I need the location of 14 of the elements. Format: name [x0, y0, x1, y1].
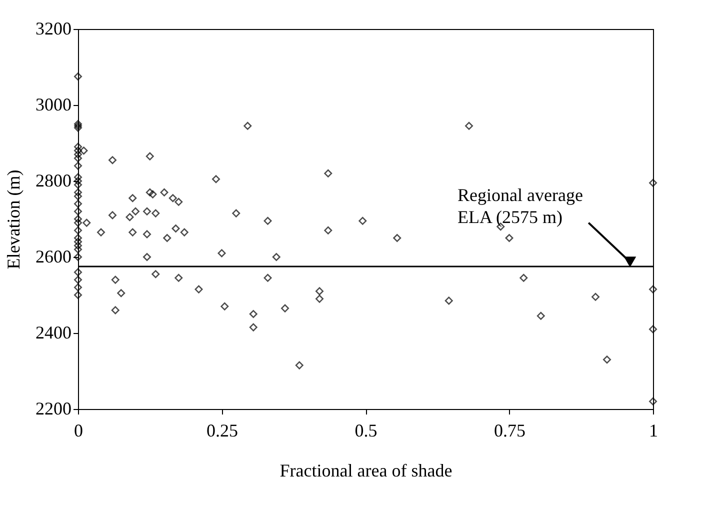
x-tick-label: 0.25 — [206, 420, 238, 440]
y-tick-label: 3000 — [36, 94, 72, 114]
ref-line-label: Regional average ELA (2575 m) — [458, 185, 583, 228]
y-tick-label: 2800 — [36, 170, 72, 190]
x-tick-label: 0.75 — [494, 420, 526, 440]
y-tick-label: 2200 — [36, 398, 72, 418]
y-tick-label: 2600 — [36, 246, 72, 266]
x-axis-title: Fractional area of shade — [280, 460, 452, 480]
x-tick-label: 0.5 — [354, 420, 378, 440]
x-tick-label: 0 — [74, 420, 83, 440]
y-axis-title: Elevation (m) — [4, 170, 24, 270]
y-tick-label: 3200 — [36, 18, 72, 38]
y-tick-label: 2400 — [36, 322, 72, 342]
x-tick-label: 1 — [649, 420, 658, 440]
